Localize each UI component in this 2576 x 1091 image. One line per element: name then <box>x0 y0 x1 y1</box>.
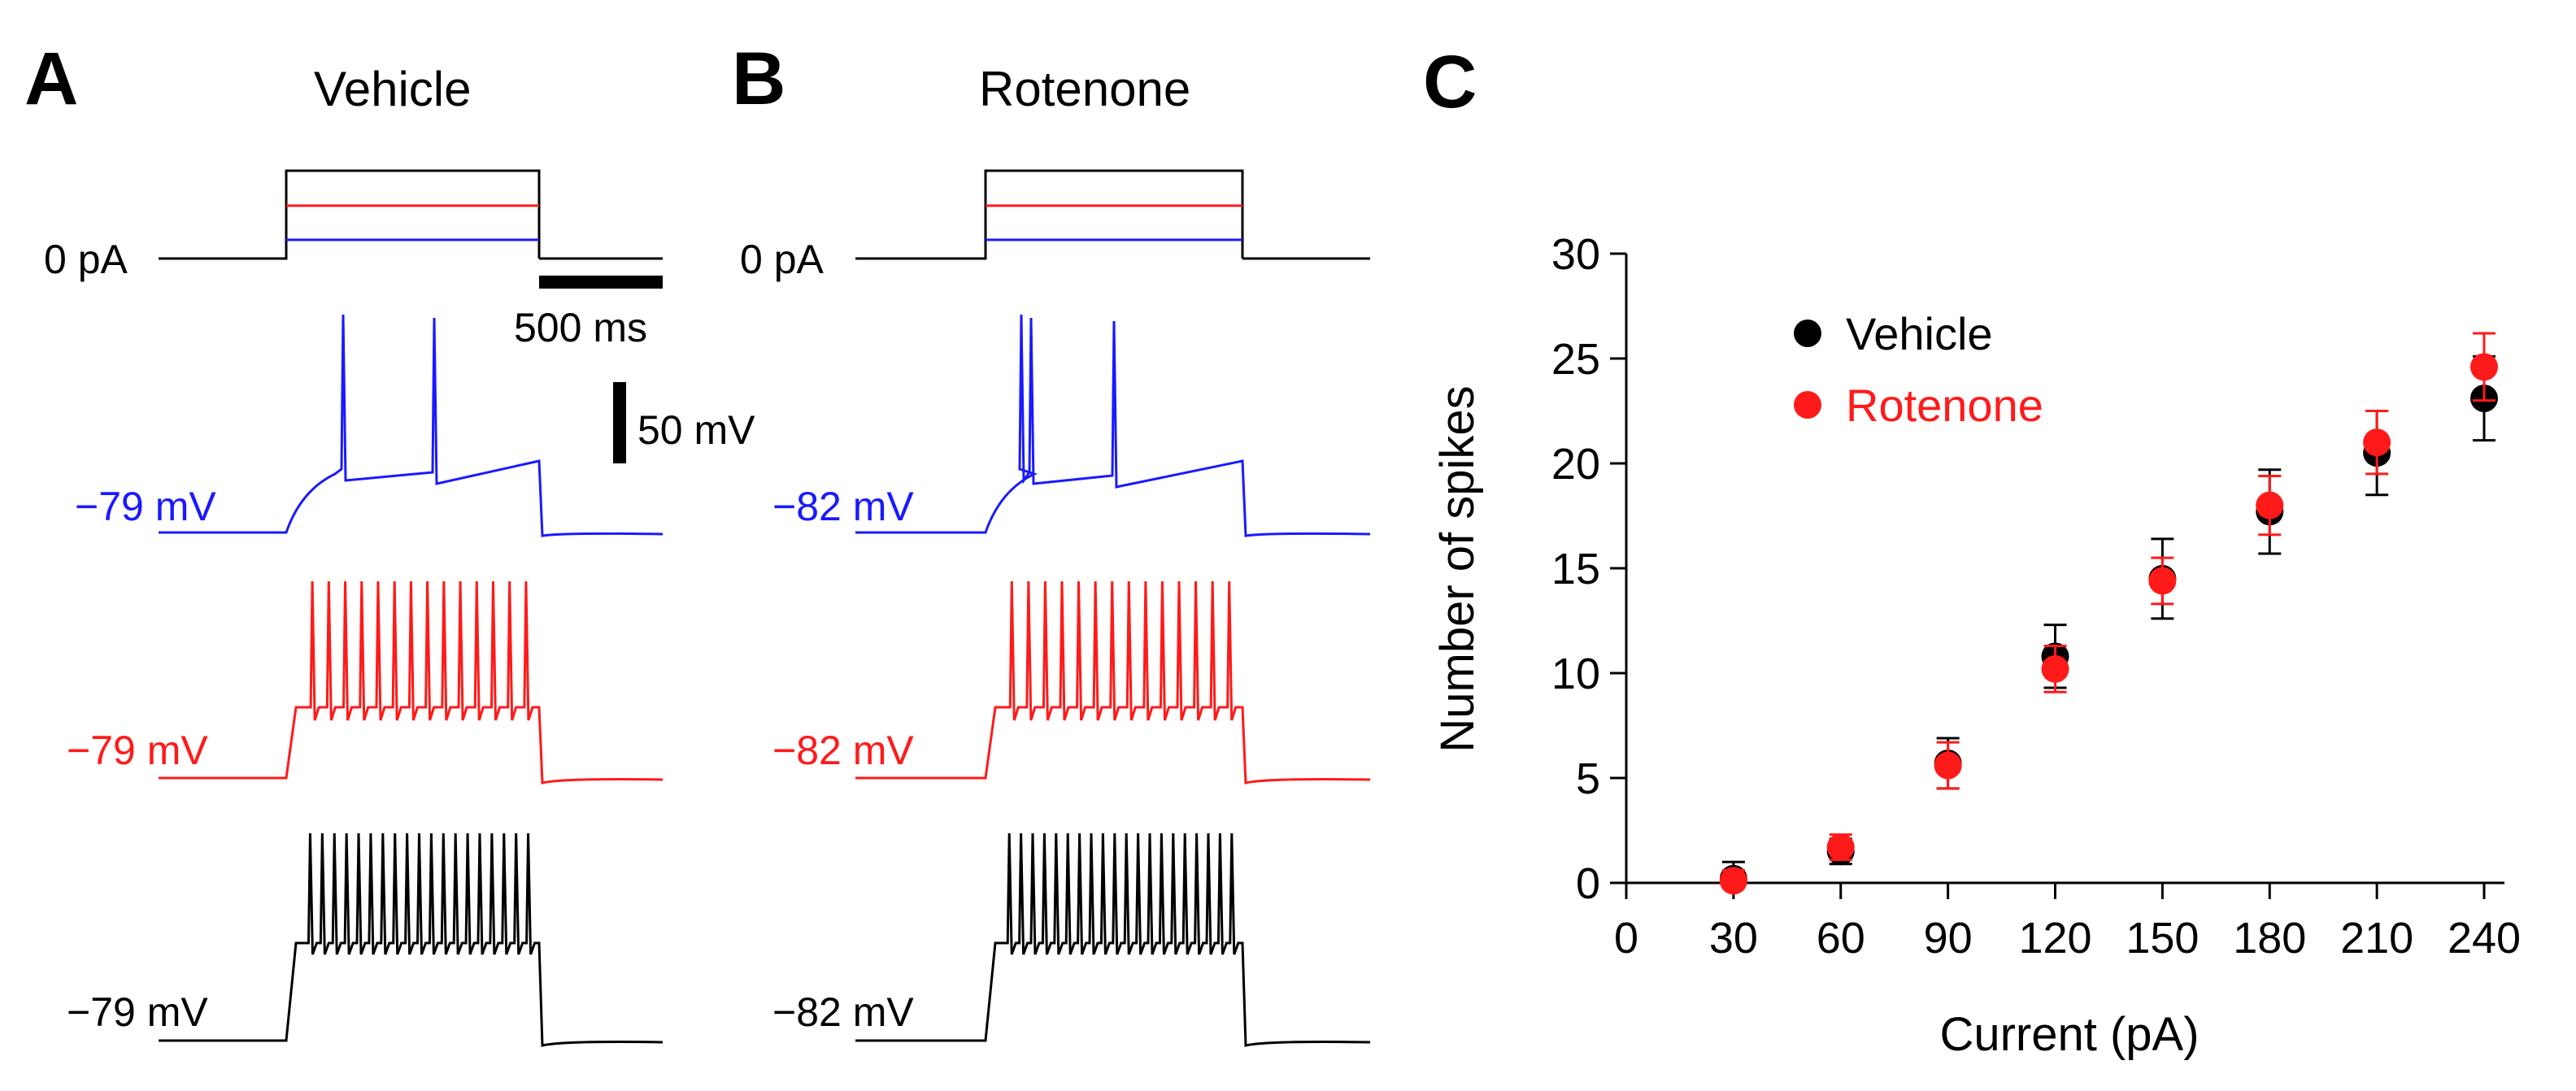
panel-a-vm-black: −79 mV <box>67 989 208 1035</box>
panel-b-letter: B <box>732 37 785 120</box>
rotenone-point <box>1826 833 1855 862</box>
panel-a-stimulus <box>159 169 663 260</box>
panel-b-rest-label: 0 pA <box>740 237 825 282</box>
legend-marker-vehicle <box>1794 319 1821 347</box>
panel-b-vm-blue: −82 mV <box>772 484 914 529</box>
legend-label-rotenone: Rotenone <box>1846 380 2043 431</box>
time-scale-bar <box>539 276 663 289</box>
legend: Vehicle Rotenone <box>1794 308 2043 431</box>
y-tick-label: 5 <box>1576 754 1600 803</box>
panel-a-vm-red: −79 mV <box>67 728 208 773</box>
panel-b-trace-blue <box>855 314 1371 537</box>
panel-a-rest-label: 0 pA <box>44 237 128 282</box>
voltage-scale-bar <box>613 382 626 463</box>
panel-a-trace-red <box>159 580 664 785</box>
panel-b-trace-black <box>855 832 1371 1047</box>
time-scale-label: 500 ms <box>514 305 647 350</box>
x-tick-label: 30 <box>1709 914 1758 963</box>
x-axis-title: Current (pA) <box>1939 1008 2199 1061</box>
panel-a-trace-blue <box>159 314 664 537</box>
panel-a-vm-blue: −79 mV <box>75 484 216 529</box>
panel-b-vm-red: −82 mV <box>772 728 914 773</box>
panel-a-trace-black <box>159 832 664 1047</box>
panel-c-letter: C <box>1423 41 1477 124</box>
y-tick-label: 30 <box>1551 230 1600 279</box>
panel-b: B Rotenone 0 pA −82 mV −82 mV −82 mV <box>732 37 1371 1047</box>
voltage-scale-label: 50 mV <box>637 407 755 453</box>
x-ticks: 0 30 60 90 120 150 180 210 240 <box>1614 883 2521 963</box>
panel-b-stim-black <box>855 169 1244 260</box>
x-tick-label: 210 <box>2340 914 2413 963</box>
rotenone-point <box>2041 654 2069 683</box>
x-tick-label: 60 <box>1817 914 1865 963</box>
rotenone-point <box>2256 491 2284 519</box>
rotenone-point <box>1719 867 1747 895</box>
y-tick-label: 10 <box>1551 650 1600 698</box>
panel-a-title: Vehicle <box>314 62 471 116</box>
panel-b-stimulus <box>855 169 1370 260</box>
rotenone-point <box>1934 751 1962 780</box>
x-tick-label: 0 <box>1614 914 1638 963</box>
x-tick-label: 180 <box>2233 914 2306 963</box>
panel-a-stim-black <box>159 169 541 260</box>
legend-label-vehicle: Vehicle <box>1846 308 1993 359</box>
panel-c: C 0 5 10 15 20 25 30 0 30 60 90 120 150 180 210 240 Nu… <box>1423 41 2521 1061</box>
y-tick-label: 25 <box>1551 335 1600 384</box>
rotenone-point <box>2363 428 2391 457</box>
rotenone-point <box>2148 567 2177 595</box>
legend-marker-rotenone <box>1794 391 1821 419</box>
panel-b-vm-black: −82 mV <box>772 989 914 1035</box>
y-tick-label: 15 <box>1551 545 1600 593</box>
series-rotenone <box>1719 332 2498 895</box>
x-tick-label: 90 <box>1924 914 1973 963</box>
rotenone-point <box>2470 353 2498 381</box>
y-tick-label: 20 <box>1551 440 1600 489</box>
x-tick-label: 240 <box>2448 914 2521 963</box>
panel-b-trace-red <box>855 580 1371 785</box>
panel-b-title: Rotenone <box>979 62 1190 116</box>
panel-a-letter: A <box>24 37 78 120</box>
y-ticks: 0 5 10 15 20 25 30 <box>1551 230 1626 908</box>
x-tick-label: 150 <box>2126 914 2199 963</box>
x-tick-label: 120 <box>2018 914 2091 963</box>
y-tick-label: 0 <box>1576 859 1600 908</box>
y-axis-title: Number of spikes <box>1431 385 1484 752</box>
panel-a: A Vehicle 0 pA 500 ms 50 mV −79 mV −79 m… <box>24 37 755 1047</box>
